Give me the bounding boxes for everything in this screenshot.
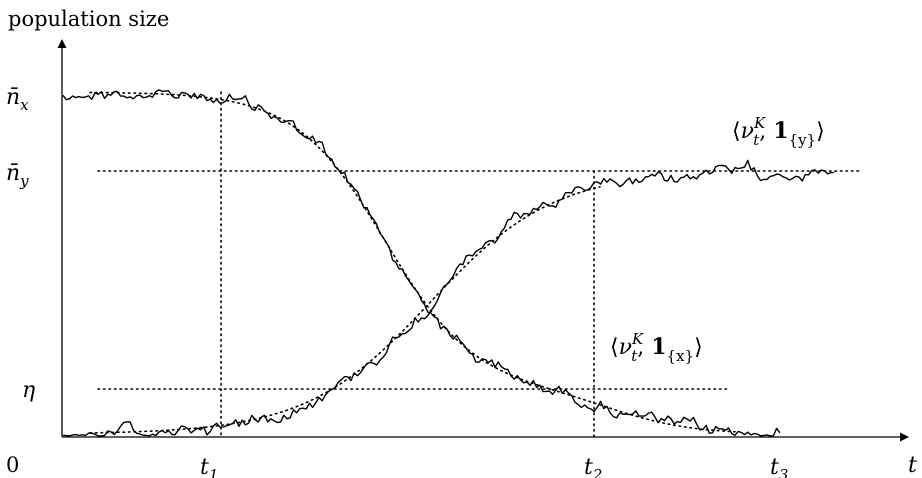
trajectory-x (62, 89, 781, 437)
t3-label: t3 (770, 455, 788, 478)
y-axis-title: population size (8, 7, 169, 31)
deterministic-y-curve (89, 186, 601, 434)
t2-label: t2 (584, 455, 602, 478)
x-curve-label: ⟨νK t, 1{x}⟩ (610, 330, 703, 365)
trajectory-y (62, 159, 835, 437)
origin-label: 0 (6, 453, 19, 477)
deterministic-x-curve (89, 91, 736, 433)
x-axis-label: t (908, 453, 917, 478)
nx-level-label: n̄x (6, 85, 29, 114)
t1-label: t1 (200, 455, 218, 478)
ny-level-label: n̄y (6, 161, 29, 190)
eta-level-label: η (22, 378, 35, 403)
y-curve-label: ⟨νK t, 1{y}⟩ (732, 114, 825, 149)
